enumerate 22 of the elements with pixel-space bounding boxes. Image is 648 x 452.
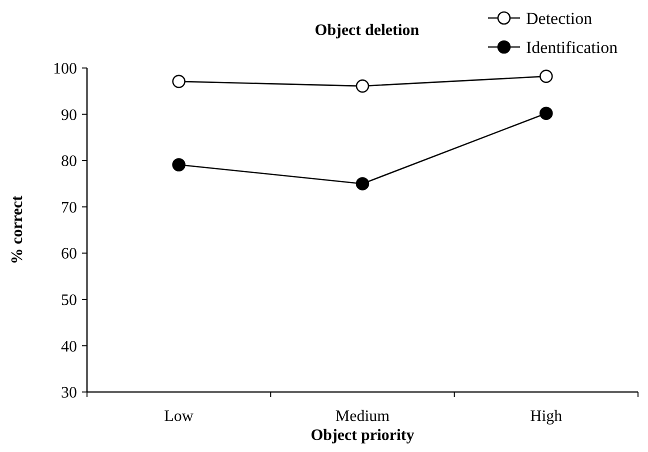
x-tick-label: Medium	[335, 408, 390, 425]
point	[172, 158, 186, 172]
y-tick-label: 70	[61, 199, 77, 216]
y-tick-label: 30	[61, 384, 77, 402]
y-tick-label: 50	[61, 292, 77, 310]
x-axis-title: Object priority	[310, 427, 414, 444]
legend-label: Detection	[526, 8, 593, 28]
x-tick-label: High	[530, 408, 562, 425]
y-axis-title: % correct	[9, 195, 26, 264]
y-tick-label: 100	[53, 60, 77, 78]
legend-label: Identification	[526, 38, 618, 57]
y-tick-label: 60	[61, 246, 77, 263]
point	[540, 70, 553, 83]
point	[540, 106, 553, 120]
point	[356, 177, 370, 190]
y-tick-label: 90	[61, 106, 77, 124]
y-tick-label: 40	[61, 338, 77, 356]
point	[172, 74, 186, 88]
x-tick-label: Low	[164, 408, 194, 425]
chart-title: Object deletion	[314, 22, 420, 39]
point	[356, 79, 370, 93]
y-tick-label: 80	[61, 153, 77, 170]
